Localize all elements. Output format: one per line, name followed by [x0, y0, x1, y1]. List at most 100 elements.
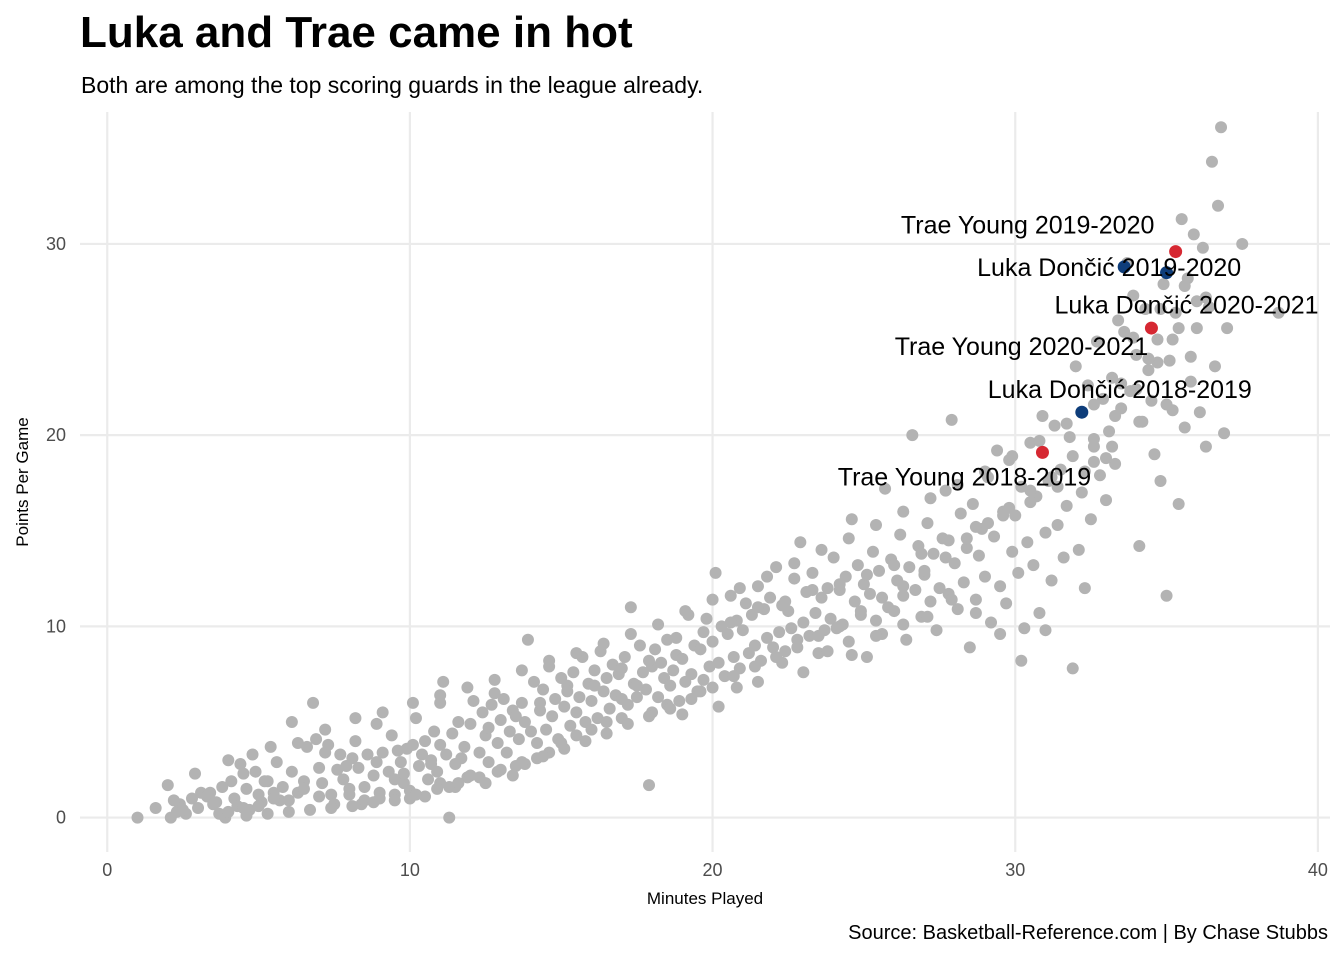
league-point: [1151, 356, 1164, 369]
league-point: [624, 628, 637, 641]
league-point: [664, 679, 677, 692]
league-point: [1163, 354, 1176, 367]
league-point: [161, 779, 174, 792]
league-point: [1215, 121, 1228, 134]
league-point: [812, 647, 825, 660]
league-point: [1093, 469, 1106, 482]
league-point: [458, 740, 471, 753]
league-point: [1027, 559, 1040, 572]
league-point: [1090, 335, 1103, 348]
league-point: [561, 685, 574, 698]
league-point: [343, 788, 356, 801]
league-point: [488, 687, 501, 700]
league-point: [397, 767, 410, 780]
league-point: [588, 679, 601, 692]
league-point: [149, 802, 162, 815]
league-point: [924, 595, 937, 608]
x-tick-label: 40: [1308, 860, 1328, 880]
league-point: [1066, 450, 1079, 463]
league-point: [806, 566, 819, 579]
league-point: [167, 794, 180, 807]
league-point: [942, 534, 955, 547]
league-point: [597, 685, 610, 698]
league-point: [1024, 436, 1037, 449]
league-point: [537, 750, 550, 763]
league-point: [1193, 406, 1206, 419]
league-point: [945, 413, 958, 426]
luka-point-label: Luka Dončić 2019-2020: [977, 254, 1241, 282]
league-point: [833, 620, 846, 633]
league-point: [857, 578, 870, 591]
chart-subtitle: Both are among the top scoring guards in…: [81, 72, 704, 98]
league-point: [649, 643, 662, 656]
league-point: [222, 805, 235, 818]
league-point: [416, 748, 429, 761]
source-caption: Source: Basketball-Reference.com | By Ch…: [848, 922, 1328, 944]
league-point: [894, 528, 907, 541]
league-point: [346, 752, 359, 765]
league-point: [842, 635, 855, 648]
league-point: [1081, 379, 1094, 392]
league-point: [897, 618, 910, 631]
league-point: [676, 708, 689, 721]
league-point: [1000, 597, 1013, 610]
league-point: [706, 635, 719, 648]
league-point: [409, 788, 422, 801]
trae-point-label: Trae Young 2020-2021: [895, 333, 1148, 361]
league-point: [633, 639, 646, 652]
league-point: [842, 532, 855, 545]
league-point: [897, 589, 910, 602]
league-point: [500, 746, 513, 759]
league-point: [848, 595, 861, 608]
y-tick-label: 0: [56, 808, 66, 828]
league-point: [1160, 589, 1173, 602]
league-point: [1115, 377, 1128, 390]
league-point: [860, 568, 873, 581]
league-point: [307, 696, 320, 709]
league-point: [921, 610, 934, 623]
x-axis-title: Minutes Played: [647, 889, 763, 908]
league-point: [534, 696, 547, 709]
league-point: [585, 723, 598, 736]
league-point: [697, 673, 710, 686]
league-point: [606, 658, 619, 671]
trae-point-label: Trae Young 2019-2020: [901, 212, 1154, 240]
league-point: [712, 700, 725, 713]
league-point: [419, 735, 432, 748]
league-point: [434, 738, 447, 751]
league-point: [981, 517, 994, 530]
x-tick-label: 10: [400, 860, 420, 880]
league-point: [546, 710, 559, 723]
league-point: [1078, 582, 1091, 595]
league-point: [1100, 494, 1113, 507]
axis-ticks: 0 10 20 30 40 0 10 20 30: [46, 234, 1328, 880]
league-point: [358, 780, 371, 793]
league-point: [252, 800, 265, 813]
league-point: [1078, 465, 1091, 478]
league-point: [770, 561, 783, 574]
league-point: [304, 803, 317, 816]
league-point: [1015, 654, 1028, 667]
league-point: [879, 482, 892, 495]
league-point: [1133, 415, 1146, 428]
league-point: [748, 639, 761, 652]
league-point: [948, 557, 961, 570]
chart-title: Luka and Trae came in hot: [80, 8, 633, 57]
league-point: [409, 712, 422, 725]
league-point: [694, 643, 707, 656]
league-point: [1021, 536, 1034, 549]
trae-highlight-point: [1035, 445, 1049, 459]
league-point: [276, 780, 289, 793]
league-point: [189, 767, 202, 780]
league-point: [1051, 519, 1064, 532]
league-point: [960, 532, 973, 545]
league-point: [1154, 475, 1167, 488]
league-point: [497, 693, 510, 706]
league-point: [951, 478, 964, 491]
league-point: [639, 683, 652, 696]
league-point: [264, 740, 277, 753]
league-point: [482, 756, 495, 769]
league-point: [718, 670, 731, 683]
league-point: [827, 551, 840, 564]
league-point: [346, 800, 359, 813]
